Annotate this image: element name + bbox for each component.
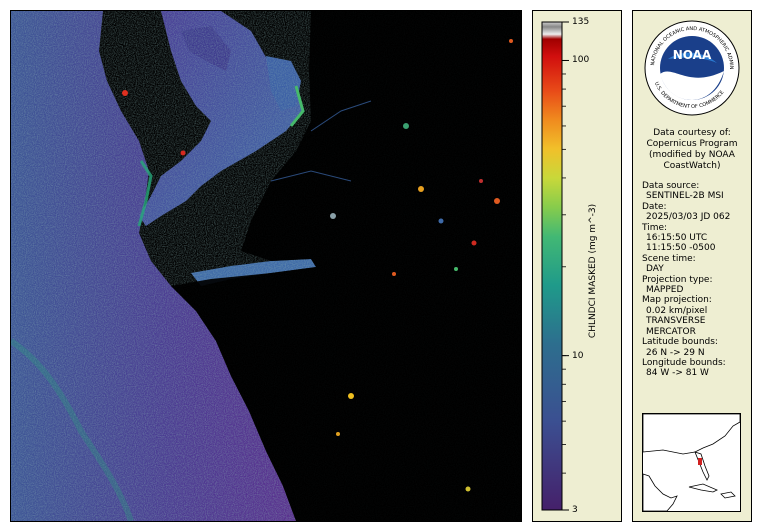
- inset-cuba: [688, 483, 718, 493]
- metadata-value: DAY: [646, 264, 664, 275]
- chlorophyll-map: [10, 10, 522, 522]
- metadata-value: 11:15:50 -0500: [646, 243, 716, 254]
- inset-florida: [694, 451, 710, 481]
- info-panel: NOAA NATIONAL OCEANIC AND ATMOSPHERIC AD…: [632, 10, 752, 522]
- colorbar-tick-label: 100: [572, 55, 590, 66]
- metadata-value: 0.02 km/pixel: [646, 305, 708, 316]
- noaa-logo: NOAA NATIONAL OCEANIC AND ATMOSPHERIC AD…: [640, 15, 741, 117]
- inset-north-america: [643, 414, 740, 455]
- locator-inset-map: [642, 413, 741, 512]
- inland-water-pixels: [122, 39, 513, 492]
- metadata-value: TRANSVERSE: [646, 316, 706, 327]
- colorbar: [541, 21, 569, 511]
- courtesy-line: Copernicus Program: [646, 139, 738, 149]
- inset-mexico: [643, 473, 678, 511]
- courtesy-line: (modified by NOAA: [649, 150, 735, 160]
- metadata-value: 84 W -> 81 W: [646, 368, 709, 379]
- courtesy-line: Data courtesy of:: [653, 128, 731, 138]
- colorbar-tick-label: 135: [572, 17, 590, 27]
- metadata-key: Date:: [642, 201, 667, 212]
- metadata-key: Latitude bounds:: [642, 337, 718, 348]
- metadata-key: Map projection:: [642, 295, 712, 306]
- metadata-value: MERCATOR: [646, 326, 696, 337]
- metadata-list: Data source: SENTINEL-2B MSI Date: 2025/03/…: [642, 181, 730, 379]
- courtesy-line: CoastWatch): [663, 161, 721, 171]
- colorbar-tick-label: 3: [572, 505, 578, 515]
- metadata-key: Projection type:: [642, 274, 713, 285]
- map-image: [11, 11, 521, 521]
- metadata-value: 26 N -> 29 N: [646, 347, 705, 358]
- metadata-key: Time:: [642, 222, 668, 233]
- metadata-value: 2025/03/03 JD 062: [646, 212, 731, 223]
- metadata-key: Longitude bounds:: [642, 357, 726, 368]
- courtesy-text: Data courtesy of: Copernicus Program (mo…: [633, 128, 751, 172]
- logo-center-text: NOAA: [673, 48, 712, 62]
- metadata-key: Data source:: [642, 181, 700, 191]
- metadata-key: Scene time:: [642, 253, 696, 264]
- metadata-value: 16:15:50 UTC: [646, 233, 708, 244]
- inset-region-marker: [698, 458, 702, 465]
- metadata-value: MAPPED: [646, 285, 684, 296]
- inset-hispaniola: [720, 491, 736, 499]
- colorbar-panel: 135 100 10 3 CHLNDCI MASKED (mg m^-3): [532, 10, 622, 522]
- colorbar-tick-label: 10: [572, 350, 584, 361]
- colorbar-ticks: [562, 21, 569, 511]
- colorbar-title: CHLNDCI MASKED (mg m^-3): [588, 203, 598, 339]
- metadata-value: SENTINEL-2B MSI: [646, 191, 724, 202]
- colorbar-gradient: [541, 21, 563, 511]
